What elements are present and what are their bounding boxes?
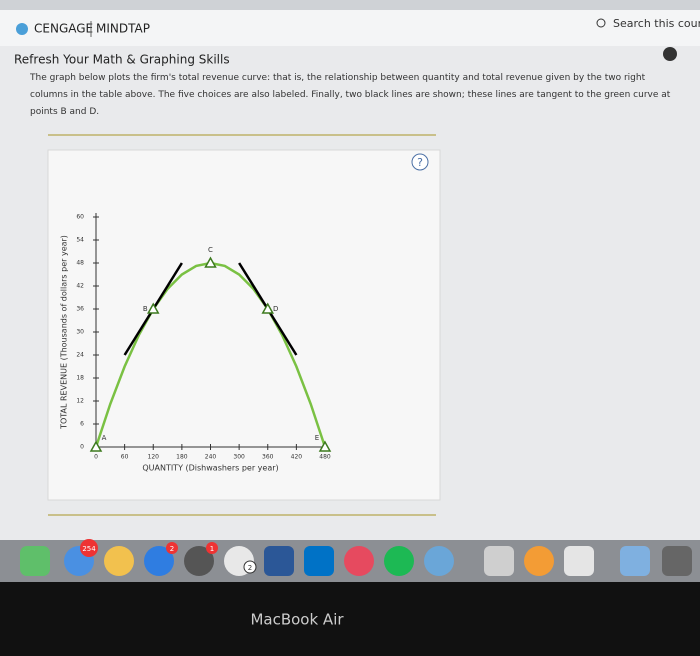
x-tick-label: 420: [291, 454, 303, 461]
point-label: B: [143, 305, 148, 313]
y-tick-label: 36: [76, 306, 84, 313]
app-icon[interactable]: [304, 546, 334, 576]
point-label: A: [102, 434, 107, 442]
x-tick-label: 0: [94, 454, 98, 461]
x-tick-label: 240: [205, 454, 217, 461]
x-axis-label: QUANTITY (Dishwashers per year): [142, 464, 278, 473]
y-tick-label: 18: [76, 375, 84, 382]
app-icon[interactable]: [620, 546, 650, 576]
top-bar: [0, 10, 700, 46]
logo: [16, 23, 28, 35]
app-icon[interactable]: [524, 546, 554, 576]
app-icon[interactable]: [264, 546, 294, 576]
plot: 0 6 12 18 24 30 36 42 48 54 60 0 60 120 180 240 300 360 42…: [60, 213, 332, 473]
point-label: C: [208, 246, 213, 254]
search-icon[interactable]: [596, 18, 606, 28]
app-icon[interactable]: [484, 546, 514, 576]
point-marker: [261, 302, 275, 314]
app-icon[interactable]: [144, 546, 174, 576]
y-tick-label: 60: [76, 214, 84, 221]
x-tick-label: 480: [319, 454, 331, 461]
x-tick-label: 180: [176, 454, 188, 461]
app-icon[interactable]: [424, 546, 454, 576]
instructions-box: The graph below plots the firm's total r…: [30, 73, 671, 117]
badge: [243, 560, 257, 574]
point-marker: [89, 440, 103, 452]
badge: [80, 539, 98, 557]
help-button[interactable]: [411, 153, 429, 171]
x-tick-label: 60: [121, 454, 129, 461]
y-tick-label: 24: [76, 352, 84, 359]
y-tick-label: 48: [76, 260, 84, 267]
x-tick-label: 300: [233, 454, 245, 461]
device-label: MacBook Air: [250, 611, 344, 629]
point-label: D: [273, 305, 278, 313]
badge-text: 2: [170, 545, 174, 553]
badge-text: 254: [82, 545, 96, 553]
info-icon[interactable]: [663, 47, 677, 61]
dock-icons: [20, 546, 692, 576]
brand: CENGAGE: [34, 22, 93, 36]
app-icon[interactable]: [564, 546, 594, 576]
help-text[interactable]: ?: [417, 156, 423, 169]
url-bar: [0, 0, 700, 10]
app-icon[interactable]: [104, 546, 134, 576]
y-tick-label: 54: [76, 237, 84, 244]
instructions: The graph below plots the firm's total r…: [30, 73, 671, 117]
y-axis-label: TOTAL REVENUE (Thousands of dollars per …: [60, 235, 69, 430]
badge: [166, 542, 178, 554]
point-marker: [146, 302, 160, 314]
search-link[interactable]: Search this course: [613, 17, 700, 30]
badge-text: 1: [210, 545, 214, 553]
app-icon[interactable]: [184, 546, 214, 576]
x-tick-label: 360: [262, 454, 274, 461]
badge: [206, 542, 218, 554]
app-icon[interactable]: [20, 546, 50, 576]
product: MINDTAP: [96, 22, 150, 36]
app-icon[interactable]: [662, 546, 692, 576]
y-tick-label: 12: [76, 398, 84, 405]
chart-panel: [47, 149, 441, 501]
x-tick-label: 120: [148, 454, 160, 461]
point-marker: [204, 256, 217, 268]
y-tick-label: 30: [76, 329, 84, 336]
y-tick-label: 42: [76, 283, 84, 290]
point-marker: [318, 440, 332, 452]
section-title: Refresh Your Math & Graphing Skills: [14, 53, 230, 67]
app-icon[interactable]: [384, 546, 414, 576]
point-label: E: [315, 434, 319, 442]
y-tick-label: 0: [80, 444, 84, 451]
badge-text: 2: [248, 564, 252, 572]
app-icon[interactable]: [344, 546, 374, 576]
y-tick-label: 6: [80, 421, 84, 428]
